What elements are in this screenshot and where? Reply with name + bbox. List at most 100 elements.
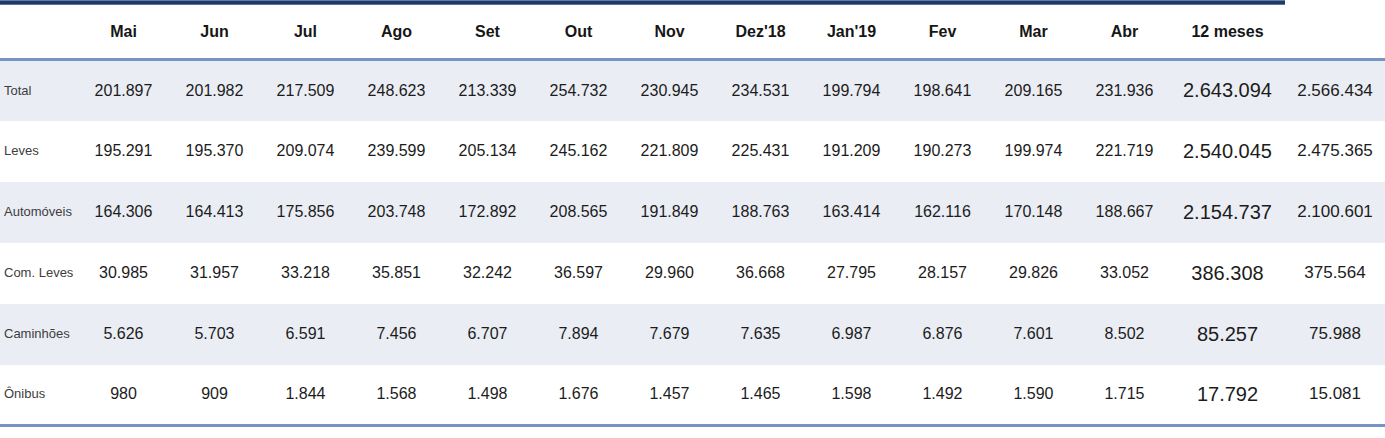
table-cell: 36.668 (715, 243, 806, 304)
table-cell: 234.531 (715, 60, 806, 121)
table-cell: 199.794 (806, 60, 897, 121)
table-cell: 6.707 (442, 304, 533, 365)
row-label: Com. Leves (0, 243, 78, 304)
table-cell: 199.974 (988, 121, 1079, 182)
table-cell: 32.242 (442, 243, 533, 304)
column-header: Fev (897, 5, 988, 60)
table-cell: 31.957 (169, 243, 260, 304)
table-row: Ônibus9809091.8441.5681.4981.6761.4571.4… (0, 365, 1385, 426)
table-cell: 386.308 (1170, 243, 1285, 304)
table-row: Leves195.291195.370209.074239.599205.134… (0, 121, 1385, 182)
corner-header (0, 5, 78, 60)
table-cell: 1.498 (442, 365, 533, 426)
column-header-empty (1285, 5, 1385, 60)
table-cell: 191.849 (624, 182, 715, 243)
header-row: MaiJunJulAgoSetOutNovDez'18Jan'19FevMarA… (0, 5, 1385, 60)
table-cell: 1.676 (533, 365, 624, 426)
table-cell: 8.502 (1079, 304, 1170, 365)
table-cell: 195.291 (78, 121, 169, 182)
monthly-vehicle-table: MaiJunJulAgoSetOutNovDez'18Jan'19FevMarA… (0, 0, 1385, 438)
row-label: Caminhões (0, 304, 78, 365)
table-cell: 29.826 (988, 243, 1079, 304)
table-cell: 164.413 (169, 182, 260, 243)
table-cell: 75.988 (1285, 304, 1385, 365)
table-cell: 190.273 (897, 121, 988, 182)
table-cell: 2.566.434 (1285, 60, 1385, 121)
table-row: Caminhões5.6265.7036.5917.4566.7077.8947… (0, 304, 1385, 365)
table-cell: 2.154.737 (1170, 182, 1285, 243)
table-cell: 213.339 (442, 60, 533, 121)
table-cell: 221.719 (1079, 121, 1170, 182)
table-cell: 209.165 (988, 60, 1079, 121)
table-cell: 1.715 (1079, 365, 1170, 426)
table-cell: 7.679 (624, 304, 715, 365)
table-cell: 29.960 (624, 243, 715, 304)
column-header: 12 meses (1170, 5, 1285, 60)
table-cell: 225.431 (715, 121, 806, 182)
column-header: Out (533, 5, 624, 60)
table-cell: 209.074 (260, 121, 351, 182)
table-cell: 208.565 (533, 182, 624, 243)
table-cell: 239.599 (351, 121, 442, 182)
table-cell: 221.809 (624, 121, 715, 182)
table-cell: 248.623 (351, 60, 442, 121)
table-cell: 203.748 (351, 182, 442, 243)
table-cell: 36.597 (533, 243, 624, 304)
table-cell: 5.626 (78, 304, 169, 365)
table-cell: 27.795 (806, 243, 897, 304)
table-body: Total201.897201.982217.509248.623213.339… (0, 60, 1385, 426)
column-header: Jul (260, 5, 351, 60)
table-cell: 2.100.601 (1285, 182, 1385, 243)
table-cell: 2.540.045 (1170, 121, 1285, 182)
table-cell: 6.876 (897, 304, 988, 365)
column-header: Jun (169, 5, 260, 60)
table-cell: 217.509 (260, 60, 351, 121)
table-cell: 1.457 (624, 365, 715, 426)
table-cell: 163.414 (806, 182, 897, 243)
table-cell: 230.945 (624, 60, 715, 121)
table-cell: 33.052 (1079, 243, 1170, 304)
column-header: Abr (1079, 5, 1170, 60)
table-cell: 188.763 (715, 182, 806, 243)
table-cell: 375.564 (1285, 243, 1385, 304)
column-header: Mar (988, 5, 1079, 60)
data-table: MaiJunJulAgoSetOutNovDez'18Jan'19FevMarA… (0, 5, 1385, 427)
table-cell: 7.894 (533, 304, 624, 365)
column-header: Mai (78, 5, 169, 60)
table-cell: 175.856 (260, 182, 351, 243)
table-cell: 170.148 (988, 182, 1079, 243)
column-header: Jan'19 (806, 5, 897, 60)
table-cell: 6.591 (260, 304, 351, 365)
table-header: MaiJunJulAgoSetOutNovDez'18Jan'19FevMarA… (0, 5, 1385, 60)
row-label: Leves (0, 121, 78, 182)
table-cell: 7.601 (988, 304, 1079, 365)
column-header: Dez'18 (715, 5, 806, 60)
table-cell: 198.641 (897, 60, 988, 121)
table-cell: 1.465 (715, 365, 806, 426)
table-cell: 1.844 (260, 365, 351, 426)
column-header: Ago (351, 5, 442, 60)
table-cell: 17.792 (1170, 365, 1285, 426)
table-cell: 162.116 (897, 182, 988, 243)
table-cell: 28.157 (897, 243, 988, 304)
table-cell: 85.257 (1170, 304, 1285, 365)
table-cell: 254.732 (533, 60, 624, 121)
table-cell: 15.081 (1285, 365, 1385, 426)
table-cell: 2.475.365 (1285, 121, 1385, 182)
table-cell: 231.936 (1079, 60, 1170, 121)
column-header: Set (442, 5, 533, 60)
table-cell: 5.703 (169, 304, 260, 365)
column-header: Nov (624, 5, 715, 60)
table-cell: 909 (169, 365, 260, 426)
table-cell: 1.492 (897, 365, 988, 426)
table-cell: 33.218 (260, 243, 351, 304)
table-row: Total201.897201.982217.509248.623213.339… (0, 60, 1385, 121)
row-label: Total (0, 60, 78, 121)
table-cell: 164.306 (78, 182, 169, 243)
table-row: Automóveis164.306164.413175.856203.74817… (0, 182, 1385, 243)
table-cell: 6.987 (806, 304, 897, 365)
table-cell: 201.982 (169, 60, 260, 121)
table-cell: 172.892 (442, 182, 533, 243)
table-cell: 2.643.094 (1170, 60, 1285, 121)
row-label: Automóveis (0, 182, 78, 243)
